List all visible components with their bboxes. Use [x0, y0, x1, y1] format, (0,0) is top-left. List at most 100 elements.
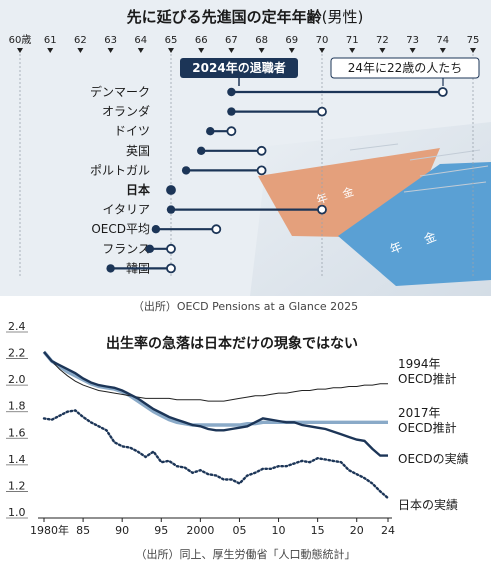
age-tick-label: 71	[346, 35, 359, 46]
country-row: 英国	[126, 144, 267, 158]
series-lines	[42, 350, 390, 500]
age-tick-marker	[409, 48, 416, 53]
current-age-dot	[227, 107, 236, 116]
country-label: ドイツ	[114, 124, 150, 138]
fertility-rate-chart: 1.01.21.41.61.82.02.22.4 1994年OECD推計2017…	[6, 320, 469, 537]
country-label: デンマーク	[90, 84, 150, 99]
age-axis: 60歳 61 62 63 64 65 66 67 68 69 70 71 72 73 74 75	[9, 34, 480, 278]
age-tick-label: 63	[104, 35, 117, 46]
x-tick-label: 1980年	[30, 523, 69, 537]
y-axis: 1.0 1.2 1.4 1.6 1.8 2.0 2.2 2.4	[6, 320, 28, 519]
age-tick-label: 60歳	[9, 34, 32, 46]
age-tick-label: 62	[74, 35, 87, 46]
current-age-dot	[166, 185, 176, 195]
age-tick-marker	[439, 48, 446, 53]
country-label: オランダ	[102, 104, 150, 119]
age-tick-label: 75	[467, 35, 480, 46]
age-tick-label: 72	[376, 35, 389, 46]
future-age-dot	[256, 145, 267, 156]
country-row: 日本	[126, 182, 176, 197]
source-note-pensions: （出所）OECD Pensions at a Glance 2025	[132, 300, 359, 313]
country-label: ポルトガル	[90, 163, 150, 177]
age-tick-label: 69	[285, 35, 298, 46]
country-label: 日本	[126, 182, 150, 197]
age-tick-label: 61	[44, 35, 57, 46]
pension-document-illustration: 年金年金	[250, 122, 491, 296]
projection-2017-line	[42, 350, 388, 427]
legend-future-box	[330, 57, 480, 79]
x-tick-label: 2000	[186, 524, 214, 537]
legend: 2024年の退職者 24年に22歳の人たち	[180, 57, 480, 86]
x-tick-label: 95	[154, 524, 168, 537]
country-row: イタリア	[102, 203, 327, 217]
current-age-dot	[227, 87, 236, 97]
age-tick-marker	[379, 48, 386, 53]
country-row: オランダ	[102, 104, 327, 119]
legend-current-box	[180, 58, 298, 78]
y-tick-label: 2.2	[8, 347, 26, 360]
y-tick-label: 1.4	[8, 453, 26, 466]
age-tick-marker	[198, 48, 205, 53]
y-tick-label: 1.8	[8, 400, 26, 413]
age-tick-marker	[168, 48, 174, 53]
age-tick-marker	[137, 48, 144, 53]
current-age-dot	[145, 244, 155, 253]
future-age-dot	[317, 204, 327, 215]
future-age-dot	[211, 224, 222, 235]
chart-title-suffix: (男性)	[322, 8, 364, 26]
chart-title: 先に延びる先進国の定年年齢(男性)	[127, 8, 364, 26]
age-tick-marker	[470, 48, 476, 53]
age-tick-label: 64	[134, 35, 147, 46]
country-row: ポルトガル	[90, 163, 267, 177]
age-tick-marker	[258, 48, 265, 53]
source-note-fertility: （出所）同上、厚生労働省「人口動態統計」	[135, 548, 356, 561]
age-tick-label: 70	[316, 35, 329, 46]
age-tick-marker	[17, 48, 23, 53]
age-tick-label: 74	[436, 35, 449, 46]
country-label: 英国	[126, 144, 150, 158]
x-tick-label: 10	[272, 524, 286, 537]
age-tick-marker	[288, 48, 295, 53]
country-row: フランス	[102, 242, 176, 256]
y-tick-label: 1.0	[8, 506, 26, 519]
age-tick-marker	[319, 48, 325, 53]
japan-actual-label: 日本の実績	[398, 497, 458, 512]
current-age-dot	[106, 264, 115, 273]
projection-1994-line	[43, 351, 388, 402]
country-row: 韓国	[106, 261, 176, 275]
future-age-dot	[166, 263, 176, 274]
y-tick-label: 2.0	[8, 373, 26, 386]
age-tick-marker	[77, 48, 84, 53]
current-age-dot	[151, 225, 161, 234]
deco-stamp-text: 金	[422, 228, 439, 246]
projection-2017-label: 2017年	[398, 406, 441, 420]
legend-future-label: 24年に22歳の人たち	[348, 61, 463, 75]
age-tick-label: 68	[255, 35, 268, 46]
future-age-dot	[256, 165, 267, 176]
fertility-panel: 1.0 1.2 1.4 1.6 1.8 2.0 2.2 2.4 1994年 OECD推計 2017…	[0, 316, 491, 542]
country-label: フランス	[102, 242, 150, 256]
x-axis: 1980年 85 90 95 2000 05 10 15 20 24	[30, 517, 395, 537]
x-tick-label: 24	[381, 524, 395, 537]
future-age-dot	[317, 106, 327, 117]
age-tick-marker	[228, 48, 235, 53]
retirement-age-chart: 年金年金 60歳 61 62 63 64 65 66 67 68 69 70 71 72 73 74 75 デ…	[9, 8, 491, 296]
future-age-dot	[437, 87, 448, 97]
projection-1994-label: 1994年	[398, 357, 441, 371]
current-age-dot	[197, 146, 206, 155]
age-tick-marker	[349, 48, 356, 53]
age-tick-label: 67	[225, 35, 238, 46]
legend-current-label: 2024年の退職者	[192, 60, 285, 75]
country-row: デンマーク	[90, 84, 448, 99]
age-tick-marker	[47, 48, 54, 53]
age-tick-marker	[107, 48, 114, 53]
deco-stamp-text: 金	[341, 184, 356, 201]
chart-title-text: 先に延びる先進国の定年年齢(男性)	[127, 8, 364, 26]
y-tick-label: 1.6	[8, 426, 26, 439]
japan-actual-line	[42, 409, 390, 500]
chart-title-main: 先に延びる先進国の定年年齢	[127, 8, 323, 26]
y-tick-label: 1.2	[8, 479, 26, 492]
country-label: イタリア	[102, 203, 150, 217]
